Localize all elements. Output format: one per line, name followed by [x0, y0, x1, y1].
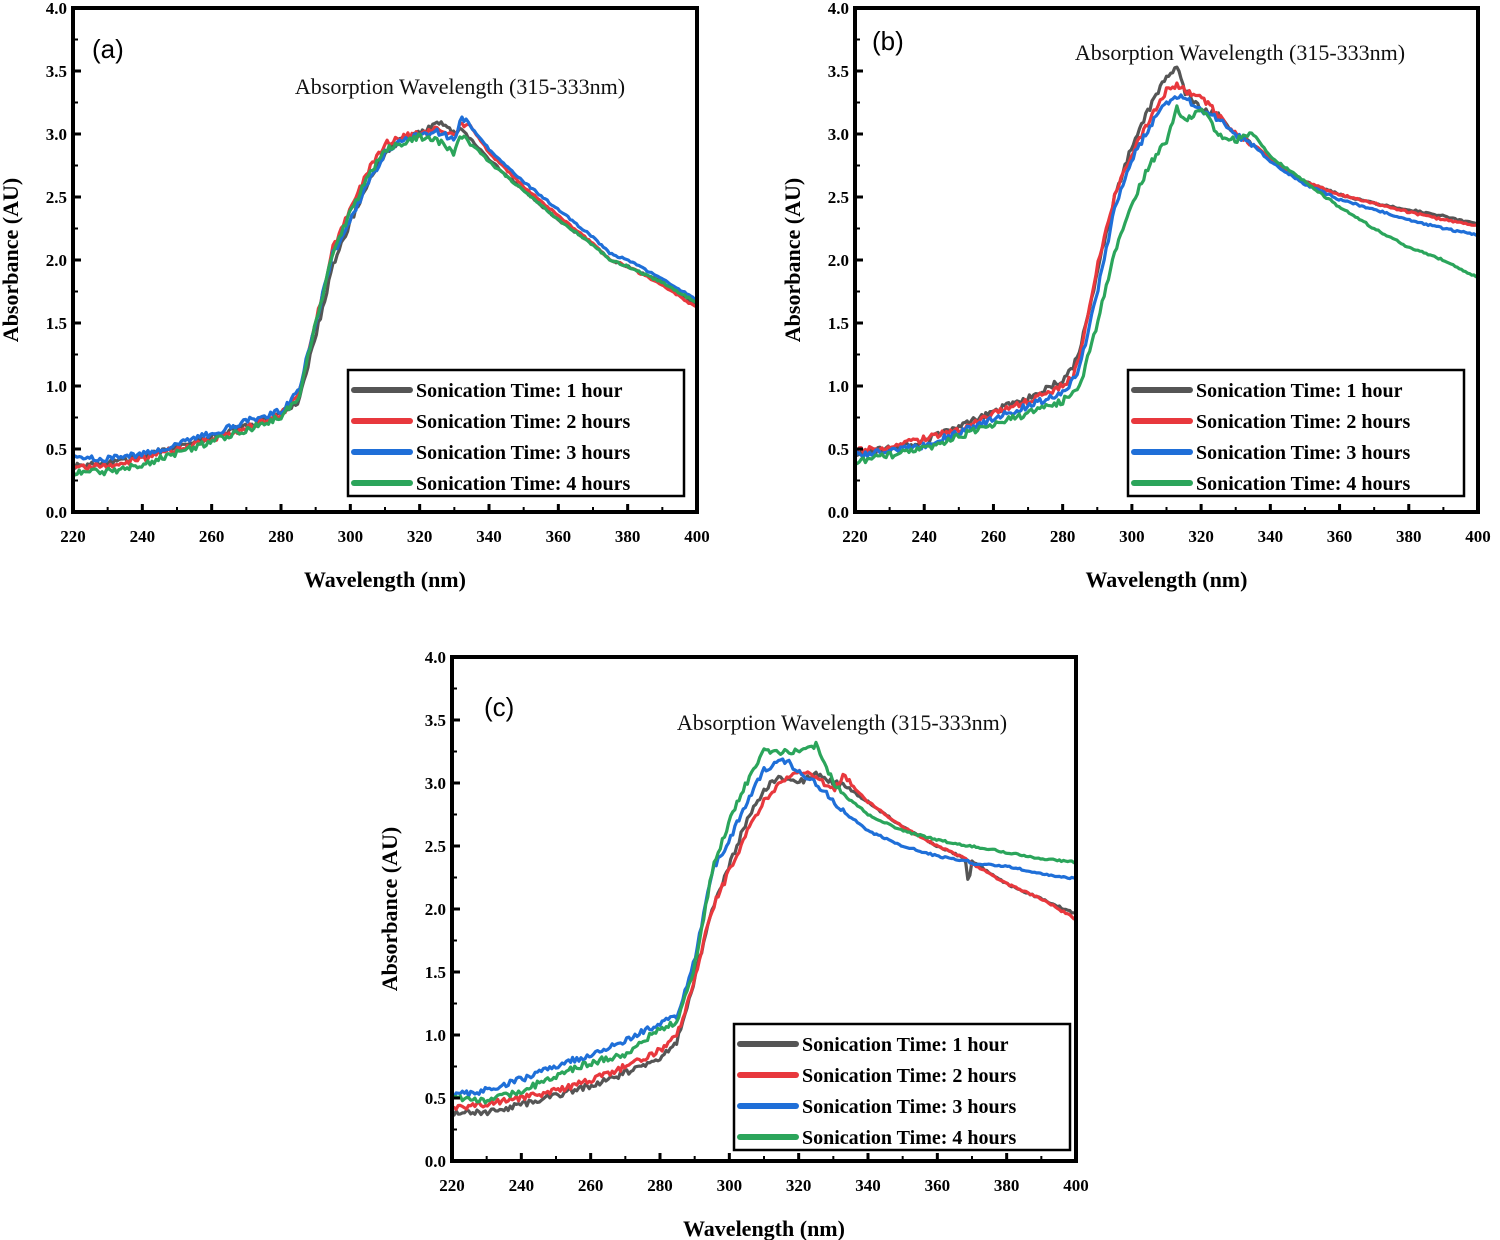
y-tick-label: 0.5: [828, 440, 849, 459]
x-tick-label: 380: [1396, 527, 1422, 546]
x-tick-label: 320: [786, 1176, 812, 1195]
series-line-4: [452, 740, 1076, 1105]
y-tick-label: 2.0: [425, 900, 446, 919]
x-tick-label: 340: [476, 527, 502, 546]
y-tick-label: 2.5: [46, 188, 67, 207]
absorption-annotation: Absorption Wavelength (315-333nm): [295, 74, 625, 99]
y-tick-label: 3.5: [46, 62, 67, 81]
legend-label-3: Sonication Time: 3 hours: [802, 1096, 1017, 1118]
x-tick-label: 400: [1465, 527, 1491, 546]
x-tick-label: 220: [842, 527, 868, 546]
series-line-2: [855, 81, 1478, 455]
x-axis-title: Wavelength (nm): [304, 567, 466, 592]
y-tick-label: 1.0: [425, 1026, 446, 1045]
y-tick-label: 1.5: [46, 314, 67, 333]
legend-label-3: Sonication Time: 3 hours: [1196, 442, 1411, 464]
y-tick-label: 0.5: [46, 440, 67, 459]
legend-box: [346, 368, 686, 498]
chart-panel-0: 220 240 260 280 300 320 340 360 380 400 0.0 0.5 1.0 1…: [0, 0, 710, 592]
legend-label-4: Sonication Time: 4 hours: [416, 473, 631, 495]
plot-area: [855, 65, 1478, 466]
y-tick-label: 3.5: [828, 62, 849, 81]
chart-panel-2: 220 240 260 280 300 320 340 360 380 400 0.0 0.5 1.0 1…: [377, 648, 1089, 1240]
y-tick-label: 3.0: [425, 774, 446, 793]
legend-label-4: Sonication Time: 4 hours: [1196, 473, 1411, 495]
x-tick-label: 280: [1050, 527, 1076, 546]
x-tick-label: 280: [268, 527, 294, 546]
x-tick-label: 240: [130, 527, 156, 546]
y-tick-label: 1.0: [828, 377, 849, 396]
x-tick-label: 220: [439, 1176, 465, 1195]
plot-area: [73, 115, 697, 477]
legend-label-2: Sonication Time: 2 hours: [1196, 411, 1411, 433]
y-tick-label: 1.0: [46, 377, 67, 396]
x-tick-label: 320: [407, 527, 433, 546]
legend-label-2: Sonication Time: 2 hours: [802, 1065, 1017, 1087]
panel-label: (c): [484, 692, 514, 722]
series-line-4: [73, 132, 697, 477]
legend-label-4: Sonication Time: 4 hours: [802, 1127, 1017, 1149]
y-axis-title: Absorbance (AU): [377, 827, 402, 991]
x-tick-label: 380: [994, 1176, 1020, 1195]
x-tick-label: 260: [578, 1176, 604, 1195]
legend: Sonication Time: 1 hour Sonication Time: …: [732, 1022, 1072, 1152]
x-tick-label: 340: [855, 1176, 881, 1195]
x-axis-title: Wavelength (nm): [1086, 567, 1248, 592]
legend-label-2: Sonication Time: 2 hours: [416, 411, 631, 433]
legend-label-1: Sonication Time: 1 hour: [1196, 380, 1403, 402]
chart-panel-1: 220 240 260 280 300 320 340 360 380 400 0.0 0.5 1.0 1…: [780, 0, 1491, 592]
x-tick-label: 220: [60, 527, 86, 546]
legend: Sonication Time: 1 hour Sonication Time: …: [1126, 368, 1466, 498]
x-tick-label: 380: [615, 527, 641, 546]
y-tick-label: 0.0: [46, 503, 67, 522]
y-tick-label: 0.0: [828, 503, 849, 522]
y-tick-label: 3.5: [425, 711, 446, 730]
y-tick-label: 2.5: [828, 188, 849, 207]
x-tick-label: 320: [1188, 527, 1214, 546]
legend-label-1: Sonication Time: 1 hour: [416, 380, 623, 402]
y-tick-label: 4.0: [828, 0, 849, 18]
series-line-4: [855, 104, 1478, 466]
plot-area: [452, 740, 1076, 1117]
y-tick-label: 1.5: [425, 963, 446, 982]
panel-label: (a): [92, 34, 124, 64]
series-line-3: [73, 115, 697, 463]
series-line-1: [452, 770, 1076, 1117]
absorption-annotation: Absorption Wavelength (315-333nm): [677, 710, 1007, 735]
y-tick-label: 1.5: [828, 314, 849, 333]
legend-label-3: Sonication Time: 3 hours: [416, 442, 631, 464]
x-tick-label: 260: [981, 527, 1007, 546]
legend: Sonication Time: 1 hour Sonication Time: …: [346, 368, 686, 498]
y-tick-label: 2.0: [46, 251, 67, 270]
absorption-annotation: Absorption Wavelength (315-333nm): [1075, 40, 1405, 65]
x-tick-label: 260: [199, 527, 225, 546]
x-tick-label: 280: [647, 1176, 673, 1195]
x-tick-label: 300: [1119, 527, 1145, 546]
y-axis-title: Absorbance (AU): [0, 178, 23, 342]
y-axis-title: Absorbance (AU): [780, 178, 805, 342]
y-tick-label: 4.0: [46, 0, 67, 18]
y-tick-label: 2.5: [425, 837, 446, 856]
x-tick-label: 360: [925, 1176, 951, 1195]
panel-label: (b): [872, 26, 904, 56]
y-tick-label: 3.0: [828, 125, 849, 144]
x-tick-label: 340: [1258, 527, 1284, 546]
y-tick-label: 0.5: [425, 1089, 446, 1108]
x-tick-label: 300: [338, 527, 364, 546]
x-axis-title: Wavelength (nm): [683, 1216, 845, 1240]
y-tick-label: 2.0: [828, 251, 849, 270]
x-tick-label: 300: [717, 1176, 743, 1195]
y-tick-label: 3.0: [46, 125, 67, 144]
x-tick-label: 360: [1327, 527, 1353, 546]
legend-label-1: Sonication Time: 1 hour: [802, 1034, 1009, 1056]
x-tick-label: 400: [1063, 1176, 1089, 1195]
series-line-3: [452, 757, 1076, 1099]
x-tick-label: 400: [684, 527, 710, 546]
y-tick-label: 4.0: [425, 648, 446, 667]
x-tick-label: 240: [911, 527, 937, 546]
y-tick-label: 0.0: [425, 1152, 446, 1171]
x-tick-label: 240: [509, 1176, 535, 1195]
x-tick-label: 360: [546, 527, 572, 546]
